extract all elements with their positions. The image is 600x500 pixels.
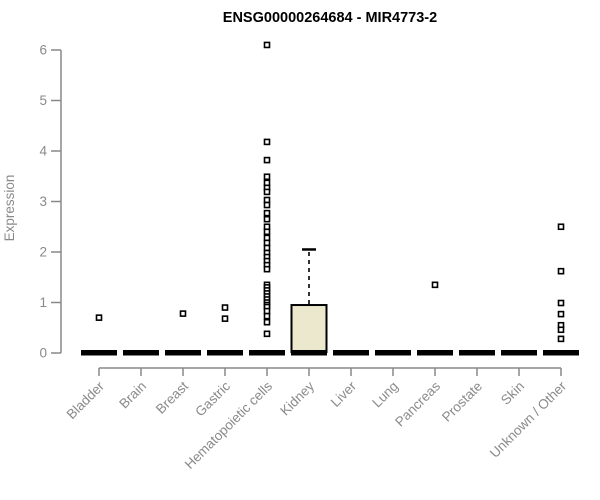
y-tick-label: 0 [39, 346, 47, 361]
median-bar-Bladder [81, 350, 117, 356]
x-category-label: Pancreas [392, 378, 443, 429]
outlier-point [431, 281, 439, 289]
outlier-point [557, 335, 565, 343]
outlier-point [263, 138, 271, 146]
x-category-label: Gastric [192, 378, 233, 419]
outlier-point [221, 315, 229, 322]
outlier-point [263, 179, 271, 187]
outlier-point [263, 173, 271, 181]
x-category-label: Liver [328, 378, 360, 410]
y-axis-label: Expression [2, 175, 17, 242]
outlier-point [263, 318, 271, 326]
outlier-point [263, 239, 271, 247]
x-category-label: Bladder [64, 378, 108, 422]
chart-title: ENSG00000264684 - MIR4773-2 [223, 10, 437, 26]
outlier-point [557, 299, 565, 307]
x-category-label: Unknown / Other [487, 378, 570, 461]
outlier-point [221, 304, 229, 311]
median-bar-Kidney [291, 350, 327, 356]
x-category-label: Skin [498, 379, 527, 408]
median-bar-Prostate [459, 350, 495, 356]
x-category-label: Breast [153, 378, 191, 416]
y-tick-label: 3 [39, 194, 47, 209]
y-tick-label: 6 [39, 43, 47, 58]
median-bar-Liver [333, 350, 369, 356]
x-category-label: Lung [369, 379, 401, 411]
median-bar-Gastric [207, 350, 243, 356]
median-bar-Lung [375, 350, 411, 356]
median-bar-Pancreas [417, 350, 453, 356]
outlier-point [263, 330, 271, 338]
outlier-point [263, 196, 271, 204]
median-bar-Breast [165, 350, 201, 356]
outlier-point [263, 228, 271, 236]
y-tick-label: 1 [39, 295, 47, 310]
outlier-point [263, 265, 271, 273]
x-category-label: Prostate [439, 379, 485, 425]
median-bar-Brain [123, 350, 159, 356]
y-tick-label: 5 [39, 93, 47, 108]
y-tick-label: 2 [39, 245, 47, 260]
median-bar-Unknown / Other [543, 350, 579, 356]
outlier-point [263, 188, 271, 196]
median-bar-Hematopoietic cells [249, 350, 285, 356]
x-category-label: Kidney [277, 378, 317, 418]
outlier-point [263, 312, 271, 320]
box-Kidney [290, 304, 328, 353]
outlier-point [263, 307, 271, 315]
outlier-point [179, 310, 187, 317]
outlier-point [263, 156, 271, 164]
outlier-point [263, 201, 271, 209]
outlier-point [263, 223, 271, 231]
outlier-point [557, 310, 565, 318]
y-tick-label: 4 [39, 144, 47, 159]
x-category-label: Brain [116, 379, 149, 412]
outlier-point [557, 267, 565, 275]
outlier-point [263, 234, 271, 242]
median-bar-Skin [501, 350, 537, 356]
outlier-point [95, 314, 103, 321]
outlier-point [557, 326, 565, 334]
outlier-point [263, 41, 271, 49]
outlier-point [263, 209, 271, 217]
outlier-point [557, 223, 565, 231]
outlier-point [263, 215, 271, 223]
